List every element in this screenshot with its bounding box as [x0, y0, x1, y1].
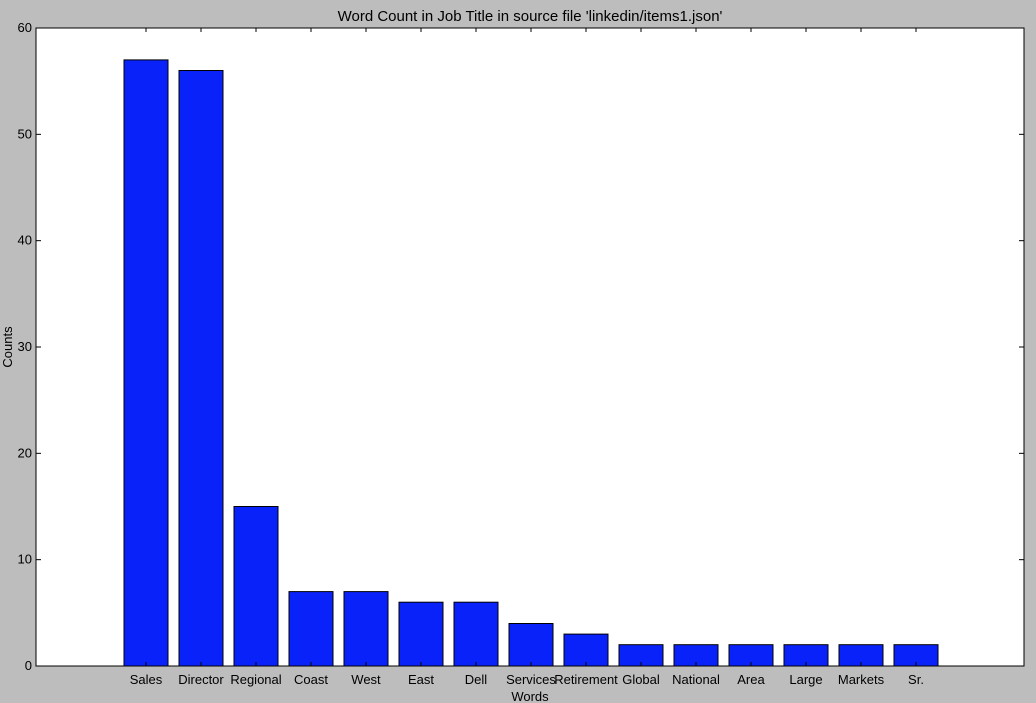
x-tick-label: Coast: [294, 672, 328, 687]
x-tick-label: East: [408, 672, 434, 687]
y-tick-label: 30: [18, 339, 32, 354]
y-tick-label: 50: [18, 126, 32, 141]
y-tick-label: 0: [25, 658, 32, 673]
bar-retirement: [563, 633, 609, 667]
bar-dell: [453, 601, 499, 667]
bar-regional: [233, 506, 279, 667]
x-tick-label: West: [351, 672, 381, 687]
bar-sales: [123, 59, 169, 667]
y-tick-label: 10: [18, 552, 32, 567]
y-tick-label: 60: [18, 20, 32, 35]
x-tick-label: Global: [622, 672, 660, 687]
y-axis-label: Counts: [0, 326, 15, 368]
chart-title: Word Count in Job Title in source file '…: [338, 8, 723, 25]
x-axis-label: Words: [511, 689, 549, 703]
y-tick-label: 20: [18, 445, 32, 460]
bar-director: [178, 70, 224, 667]
bar-west: [343, 591, 389, 667]
x-tick-label: Services: [506, 672, 556, 687]
x-tick-label: Regional: [230, 672, 281, 687]
bar-services: [508, 623, 554, 667]
x-tick-label: Director: [178, 672, 224, 687]
bar-east: [398, 601, 444, 667]
y-tick-label: 40: [18, 233, 32, 248]
ticks-layer: [36, 27, 1024, 667]
x-tick-label: Sales: [130, 672, 163, 687]
x-tick-label: Large: [789, 672, 822, 687]
x-tick-label: Retirement: [554, 672, 618, 687]
bars-layer: [123, 59, 939, 667]
x-tick-label: National: [672, 672, 720, 687]
x-tick-label: Markets: [838, 672, 885, 687]
x-tick-label: Sr.: [908, 672, 924, 687]
x-tick-label: Dell: [465, 672, 488, 687]
x-tick-label: Area: [737, 672, 765, 687]
bar-coast: [288, 591, 334, 667]
labels-layer: Sales Director Regional Coast West East Dell Se…: [18, 20, 924, 687]
